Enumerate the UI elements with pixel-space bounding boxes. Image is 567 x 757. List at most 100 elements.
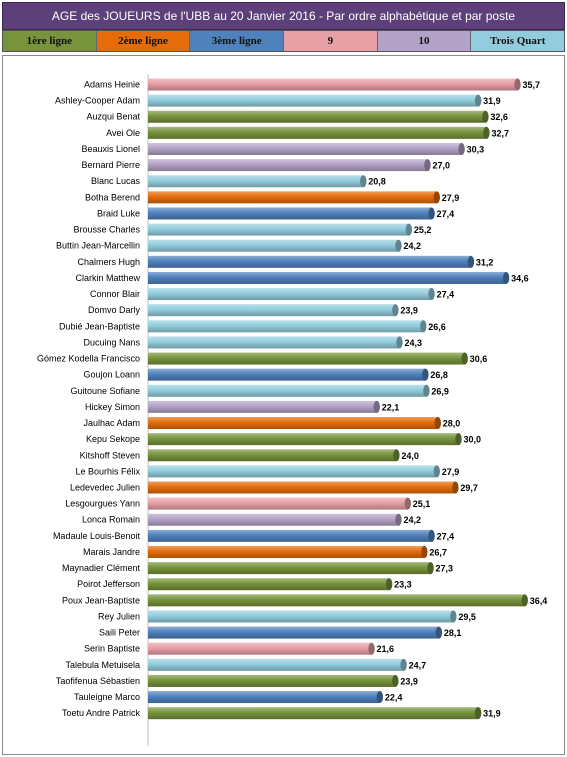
category-label: Lonca Romain <box>82 515 140 525</box>
bar-end-cap <box>427 562 434 575</box>
category-label: Ledevedec Julien <box>70 483 140 493</box>
bar-end-cap <box>360 175 367 188</box>
value-label: 28,1 <box>444 628 462 638</box>
category-label: Avei Ole <box>106 128 140 138</box>
category-label: Brousse Charles <box>73 225 140 235</box>
bar <box>148 400 377 413</box>
category-label: Hickey Simon <box>85 402 140 412</box>
value-label: 26,6 <box>428 322 446 332</box>
category-label: Poirot Jefferson <box>77 579 140 589</box>
bar-end-cap <box>368 642 375 655</box>
legend-item-10: 10 <box>377 31 472 51</box>
value-label: 20,8 <box>368 177 386 187</box>
category-label: Guitoune Sofiane <box>70 386 140 396</box>
bar-end-cap <box>455 433 462 446</box>
value-label: 25,1 <box>413 499 431 509</box>
bar-end-cap <box>421 545 428 558</box>
bar <box>148 545 425 558</box>
value-label: 27,0 <box>432 161 450 171</box>
value-label: 30,0 <box>464 435 482 445</box>
value-label: 30,3 <box>467 144 485 154</box>
category-label: Goujon Loann <box>83 370 140 380</box>
legend-item-1ere-ligne: 1ère ligne <box>3 31 97 51</box>
bar <box>148 578 390 591</box>
category-label: Poux Jean-Baptiste <box>62 595 140 605</box>
value-label: 24,3 <box>405 338 423 348</box>
bar <box>148 594 525 607</box>
chart-title: AGE des JOUEURS de l'UBB au 20 Janvier 2… <box>2 2 565 30</box>
value-label: 22,1 <box>382 402 400 412</box>
value-label: 26,7 <box>429 547 447 557</box>
value-label: 22,4 <box>385 693 403 703</box>
value-label: 36,4 <box>530 596 548 606</box>
bar-end-cap <box>393 449 400 462</box>
bar-end-cap <box>433 191 440 204</box>
bar-end-cap <box>376 691 384 704</box>
bar-end-cap <box>385 578 393 591</box>
bar-end-cap <box>458 142 465 155</box>
category-label: Bernard Pierre <box>81 160 140 170</box>
value-label: 29,7 <box>460 483 478 493</box>
value-label: 24,2 <box>403 241 421 251</box>
bar <box>148 207 432 220</box>
value-label: 28,0 <box>443 419 461 429</box>
bar-end-cap <box>420 320 427 333</box>
bar <box>148 529 432 542</box>
bar-end-cap <box>521 594 528 607</box>
bar <box>148 417 438 430</box>
value-label: 23,3 <box>394 580 412 590</box>
category-label: Jaulhac Adam <box>83 418 140 428</box>
bar <box>148 110 486 123</box>
category-label: Buttin Jean-Marcellin <box>56 241 140 251</box>
bar-end-cap <box>450 610 457 623</box>
bar-end-cap <box>435 626 443 639</box>
value-label: 31,9 <box>483 96 501 106</box>
bar-end-cap <box>373 400 380 413</box>
bar-end-cap <box>428 288 435 301</box>
bar <box>148 674 396 687</box>
bar <box>148 336 400 349</box>
value-label: 27,4 <box>437 209 455 219</box>
bar <box>148 433 459 446</box>
value-label: 29,5 <box>458 612 476 622</box>
bar-end-cap <box>404 497 411 510</box>
category-label: Taofifenua Sébastien <box>56 676 140 686</box>
category-label: Blanc Lucas <box>91 176 141 186</box>
category-label: Le Bourhis Félix <box>75 466 140 476</box>
bar-end-cap <box>395 239 402 252</box>
category-label: Lesgourgues Yann <box>65 499 140 509</box>
category-label: Ashley-Cooper Adam <box>55 96 140 106</box>
chart-area: Adams Heinie 35,7 Ashley-Cooper Adam 31,9 Au… <box>2 55 565 755</box>
category-label: Rey Julien <box>98 611 140 621</box>
category-label: Clarkin Matthew <box>75 273 140 283</box>
bar-end-cap <box>482 110 489 123</box>
bar <box>148 271 507 284</box>
value-label: 31,9 <box>483 709 501 719</box>
bar-end-cap <box>428 529 435 542</box>
bar <box>148 626 439 639</box>
category-label: Maynadier Clément <box>62 563 141 573</box>
bar <box>148 142 462 155</box>
bar-end-cap <box>424 159 431 172</box>
category-label: Kepu Sekope <box>86 434 140 444</box>
category-label: Braid Luke <box>97 208 140 218</box>
category-label: Connor Blair <box>90 289 140 299</box>
bar-end-cap <box>423 384 430 397</box>
bar <box>148 658 404 671</box>
bar-end-cap <box>422 368 429 381</box>
bar <box>148 449 397 462</box>
value-label: 26,9 <box>431 386 449 396</box>
value-label: 27,4 <box>437 531 455 541</box>
bar <box>148 175 364 188</box>
legend-item-trois-quart: Trois Quart <box>471 31 565 51</box>
value-label: 26,8 <box>430 370 448 380</box>
bar <box>148 159 428 172</box>
category-label: Madaule Louis-Benoit <box>53 531 141 541</box>
category-label: Auzqui Benat <box>86 112 140 122</box>
bar <box>148 94 479 107</box>
value-label: 25,2 <box>414 225 432 235</box>
bar <box>148 497 408 510</box>
bar <box>148 384 427 397</box>
bar <box>148 239 399 252</box>
bar <box>148 223 409 236</box>
